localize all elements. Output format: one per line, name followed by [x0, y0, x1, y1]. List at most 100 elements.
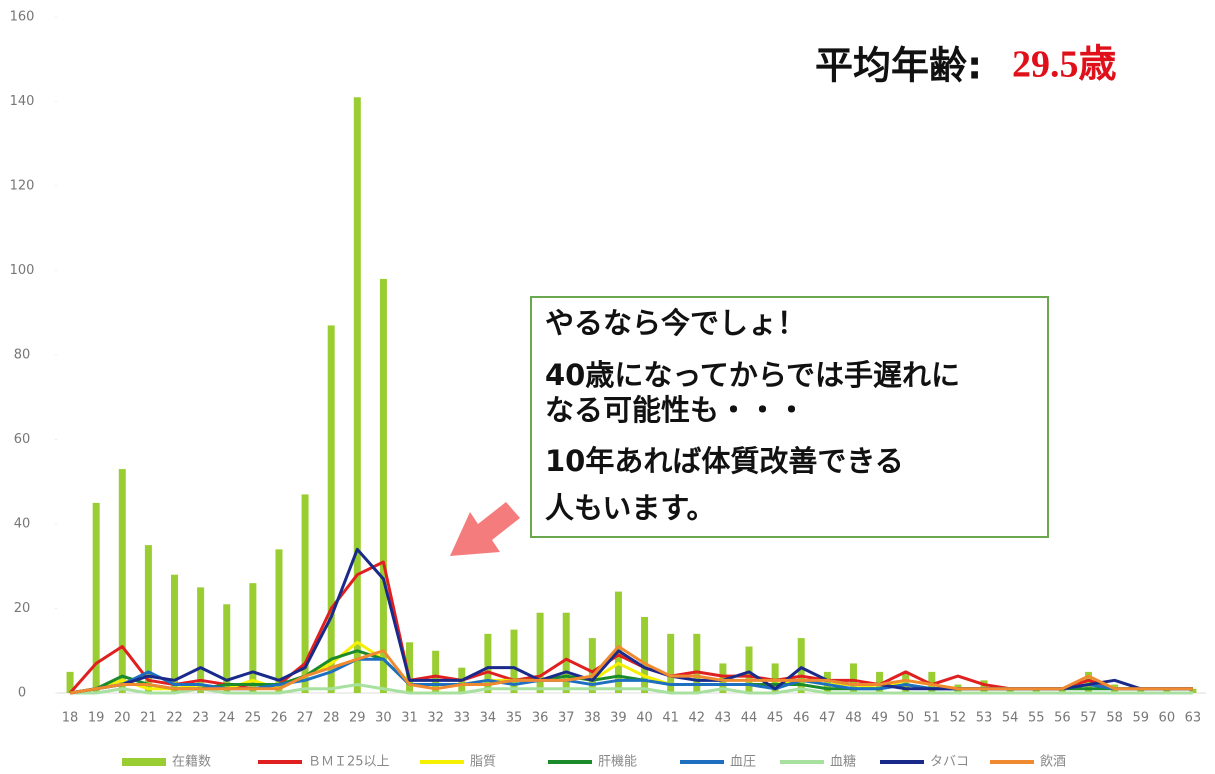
bar — [902, 671, 910, 693]
y-tick-label: 20 — [14, 601, 31, 616]
bar — [327, 325, 335, 693]
x-tick-label: 30 — [375, 711, 392, 726]
legend-label: 血圧 — [730, 755, 756, 770]
bar — [1006, 688, 1014, 693]
bar — [301, 494, 309, 693]
bar — [667, 633, 675, 693]
y-tick-label: 0 — [18, 686, 26, 701]
x-tick-label: 34 — [480, 711, 497, 726]
x-tick-label: 24 — [218, 711, 235, 726]
bar — [1163, 688, 1171, 693]
y-tick-label: 120 — [10, 179, 35, 194]
bar — [771, 663, 779, 693]
x-tick-label: 33 — [453, 711, 470, 726]
x-tick-label: 51 — [924, 711, 941, 726]
bar — [823, 671, 831, 693]
x-tick-label: 60 — [1159, 711, 1176, 726]
bar — [745, 646, 753, 693]
bar — [1084, 671, 1092, 693]
y-tick-label: 60 — [14, 432, 31, 447]
legend-label: 脂質 — [470, 755, 496, 770]
x-tick-label: 39 — [610, 711, 627, 726]
bar — [510, 629, 518, 693]
callout-line: 40歳になってからでは手遅れに — [545, 358, 960, 392]
bar — [118, 469, 126, 693]
bar — [719, 663, 727, 693]
callout-line: 人もいます。 — [545, 491, 716, 525]
callout-line: なる可能性も・・・ — [545, 393, 806, 427]
x-tick-label: 22 — [166, 711, 183, 726]
x-tick-label: 41 — [662, 711, 679, 726]
bar — [249, 583, 257, 693]
bar — [693, 633, 701, 693]
bar — [641, 616, 649, 693]
x-tick-label: 21 — [140, 711, 157, 726]
x-tick-label: 25 — [245, 711, 262, 726]
x-tick-label: 31 — [401, 711, 418, 726]
x-tick-label: 45 — [767, 711, 784, 726]
bar — [1058, 688, 1066, 693]
bar — [197, 587, 205, 693]
legend-label: 在籍数 — [172, 754, 211, 770]
bar — [223, 604, 231, 693]
x-tick-label: 57 — [1080, 711, 1097, 726]
line-series — [70, 683, 1193, 695]
legend-label: タバコ — [930, 755, 969, 770]
x-tick-label: 46 — [793, 711, 810, 726]
x-tick-label: 32 — [427, 711, 444, 726]
bar — [797, 638, 805, 693]
bar — [171, 574, 179, 693]
x-tick-label: 54 — [1002, 711, 1019, 726]
x-tick-label: 44 — [741, 711, 758, 726]
x-tick-label: 37 — [558, 711, 575, 726]
bar — [1137, 688, 1145, 693]
title-label: 平均年齢: — [815, 44, 982, 88]
bar — [876, 671, 884, 693]
bar — [92, 502, 100, 693]
line-series — [68, 560, 1193, 694]
x-tick-label: 18 — [62, 711, 79, 726]
x-tick-label: 52 — [950, 711, 967, 726]
bar — [614, 591, 622, 693]
legend-swatch — [122, 758, 166, 766]
x-tick-label: 28 — [323, 711, 340, 726]
y-tick-label: 80 — [14, 348, 31, 363]
bar — [432, 650, 440, 693]
x-tick-label: 48 — [845, 711, 862, 726]
x-tick-label: 20 — [114, 711, 131, 726]
bar — [849, 663, 857, 693]
bar — [379, 278, 387, 693]
y-tick-label: 100 — [10, 263, 35, 278]
bar — [66, 671, 74, 693]
bar — [484, 633, 492, 693]
bar — [406, 642, 414, 693]
x-tick-label: 27 — [297, 711, 314, 726]
bar — [275, 549, 283, 693]
x-tick-label: 63 — [1185, 711, 1202, 726]
title-value: 29.5歳 — [1012, 44, 1117, 86]
x-tick-label: 35 — [506, 711, 523, 726]
x-tick-label: 19 — [88, 711, 105, 726]
x-tick-label: 38 — [584, 711, 601, 726]
y-tick-label: 160 — [10, 10, 35, 25]
bar — [536, 612, 544, 693]
x-tick-label: 58 — [1106, 711, 1123, 726]
x-tick-label: 23 — [192, 711, 209, 726]
bar — [1189, 688, 1197, 693]
x-tick-label: 43 — [715, 711, 732, 726]
arrow — [450, 502, 520, 556]
x-tick-label: 55 — [1028, 711, 1045, 726]
callout-line: やるなら今でしょ！ — [545, 306, 806, 340]
x-tick-label: 29 — [349, 711, 366, 726]
bar — [588, 638, 596, 693]
x-tick-label: 49 — [871, 711, 888, 726]
x-tick-label: 26 — [271, 711, 288, 726]
x-tick-label: 50 — [897, 711, 914, 726]
bar — [144, 545, 152, 693]
x-tick-label: 59 — [1132, 711, 1149, 726]
bar — [980, 680, 988, 693]
y-tick-label: 40 — [14, 517, 31, 532]
x-tick-label: 42 — [689, 711, 706, 726]
bar — [562, 612, 570, 693]
